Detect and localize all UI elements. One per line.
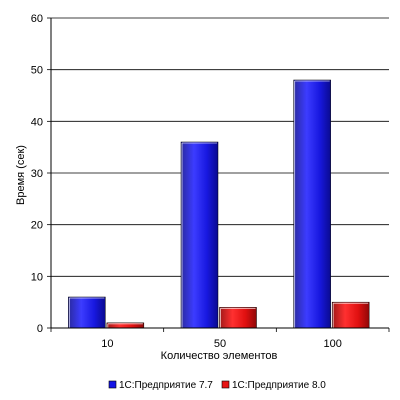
x-tick-label-0: 10 xyxy=(101,338,113,350)
bar-fill-2-50 xyxy=(219,307,257,329)
bar-fill-1-100 xyxy=(293,79,331,329)
gridlines xyxy=(51,17,389,277)
bar-fill-2-100 xyxy=(331,301,370,329)
bars xyxy=(68,79,370,329)
y-axis-title: Время (сек) xyxy=(15,145,27,205)
y-tick-label-1: 10 xyxy=(31,271,43,283)
bar-fill-1-50 xyxy=(180,141,219,329)
x-axis-title: Количество элементов xyxy=(161,350,278,362)
legend-swatch-series-2 xyxy=(221,380,230,389)
legend: 1С:Предприятие 7.7 1С:Предприятие 8.0 xyxy=(108,380,326,391)
y-tick-label-2: 20 xyxy=(31,220,43,232)
bar-fill-1-10 xyxy=(68,296,106,329)
y-tick-label-0: 0 xyxy=(37,323,43,335)
bar-2-50 xyxy=(219,307,257,329)
y-tick-label-3: 30 xyxy=(31,168,43,180)
tick-labels: 0 10 20 30 40 50 60 10 50 100 xyxy=(31,13,342,350)
legend-swatch-series-1 xyxy=(108,380,117,389)
bar-1-10 xyxy=(68,296,106,329)
axes xyxy=(47,17,390,332)
x-tick-label-1: 50 xyxy=(214,338,226,350)
y-tick-label-5: 50 xyxy=(31,65,43,77)
bar-2-10 xyxy=(106,322,145,329)
bar-2-100 xyxy=(331,301,370,329)
legend-label-series-2: 1С:Предприятие 8.0 xyxy=(232,380,326,391)
y-tick-label-6: 60 xyxy=(31,13,43,25)
bar-1-100 xyxy=(293,79,331,329)
legend-label-series-1: 1С:Предприятие 7.7 xyxy=(119,380,213,391)
x-tick-label-2: 100 xyxy=(323,338,341,350)
bar-1-50 xyxy=(180,141,219,329)
y-tick-label-4: 40 xyxy=(31,116,43,128)
